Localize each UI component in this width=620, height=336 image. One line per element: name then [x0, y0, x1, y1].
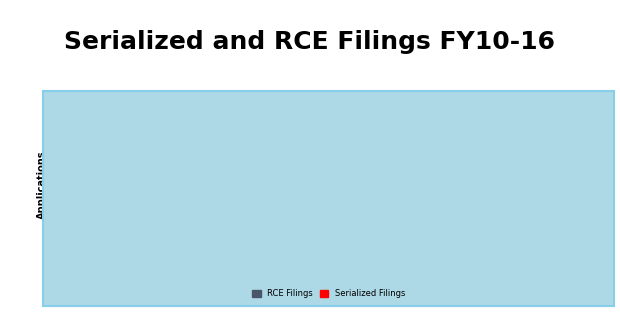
- Bar: [449, 133, 497, 232]
- Bar: [535, 226, 582, 269]
- Bar: [106, 146, 153, 238]
- Bar: [278, 138, 325, 235]
- Bar: [449, 232, 497, 269]
- Bar: [192, 238, 239, 269]
- X-axis label: Fiscal Year: Fiscal Year: [314, 283, 374, 293]
- Bar: [363, 230, 410, 269]
- Bar: [535, 121, 582, 226]
- Bar: [106, 238, 153, 269]
- Bar: [363, 131, 410, 230]
- Y-axis label: Applications: Applications: [37, 151, 47, 219]
- Legend: RCE Filings, Serialized Filings: RCE Filings, Serialized Filings: [252, 289, 405, 298]
- Bar: [192, 143, 239, 238]
- Text: Serialized and RCE Filings FY10-16: Serialized and RCE Filings FY10-16: [64, 30, 556, 54]
- Bar: [278, 235, 325, 269]
